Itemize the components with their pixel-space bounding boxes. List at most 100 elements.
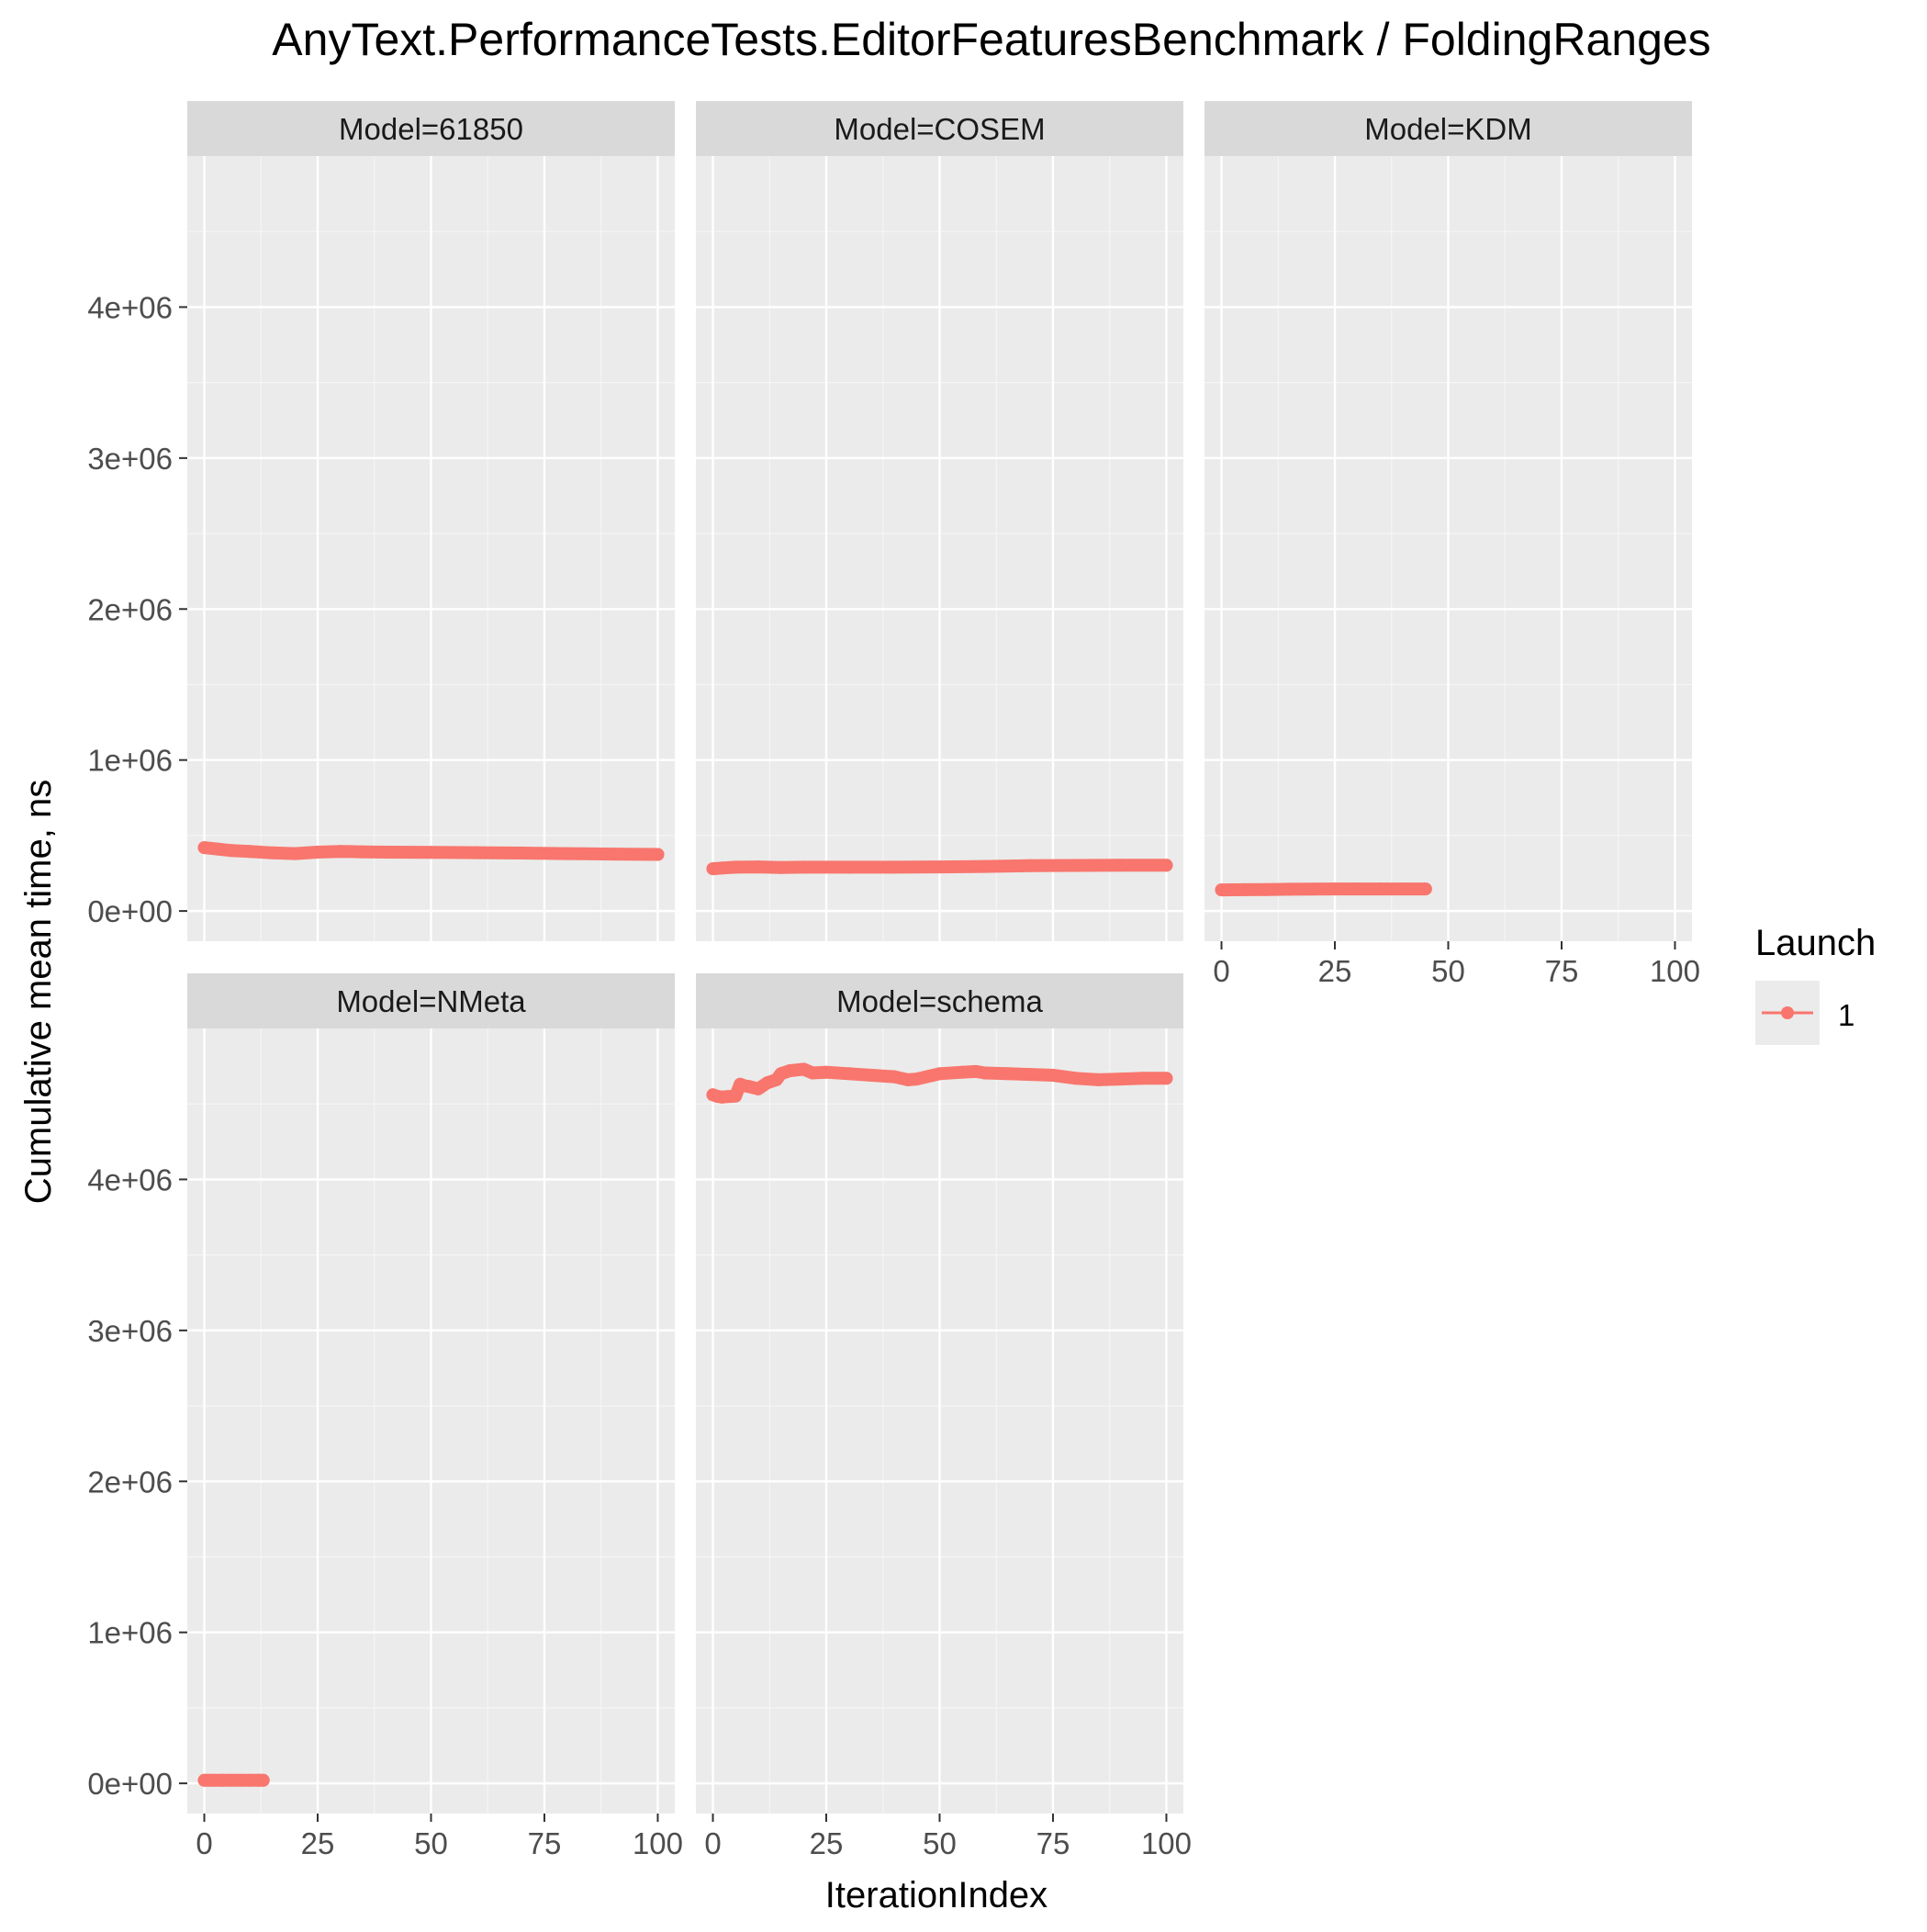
data-point xyxy=(560,847,574,860)
data-point xyxy=(806,1066,820,1080)
facet-strip-label: Model=schema xyxy=(836,984,1043,1018)
legend-title: Launch xyxy=(1755,923,1876,963)
x-tick-label: 75 xyxy=(528,1826,562,1860)
facet-panel: Model=COSEM xyxy=(696,101,1183,941)
data-point xyxy=(207,1773,220,1787)
facet-strip xyxy=(696,973,1183,1028)
data-point xyxy=(211,842,225,856)
data-point xyxy=(242,845,256,859)
data-point xyxy=(197,841,211,855)
data-point xyxy=(1001,1067,1014,1081)
data-point xyxy=(1047,1069,1059,1082)
data-point xyxy=(842,1067,856,1081)
data-point xyxy=(783,1064,797,1077)
data-point xyxy=(1215,883,1228,897)
facet-panel: Model=KDM 0 25 50 75 100 xyxy=(1204,101,1700,988)
data-point xyxy=(234,1773,247,1787)
legend: Launch 1 xyxy=(1755,923,1876,1045)
data-point xyxy=(1092,1073,1105,1086)
data-point xyxy=(774,860,788,874)
facet-panel: Model=61850 0e+00 1e+06 2e+06 3e+06 4e+06 xyxy=(87,101,675,941)
data-point xyxy=(1115,1073,1128,1086)
data-point xyxy=(356,845,370,859)
data-point xyxy=(256,1773,270,1787)
chart-title: AnyText.PerformanceTests.EditorFeaturesB… xyxy=(272,14,1710,65)
x-tick-label: 0 xyxy=(704,1826,721,1860)
data-point xyxy=(1024,859,1037,872)
data-point xyxy=(729,860,743,874)
data-point xyxy=(379,846,393,859)
data-point xyxy=(865,1069,879,1082)
facet-panel: Model=schema 0 25 50 75 100 xyxy=(696,973,1192,1860)
series-line xyxy=(1215,882,1432,897)
data-point xyxy=(888,1070,902,1084)
data-point xyxy=(715,861,729,875)
data-point xyxy=(225,844,239,858)
y-tick-label: 1e+06 xyxy=(87,744,173,778)
data-point xyxy=(729,1089,743,1103)
y-axis-label: Cumulative mean time, ns xyxy=(18,780,59,1204)
y-tick-label: 0e+00 xyxy=(87,894,173,928)
data-point xyxy=(1350,882,1364,896)
x-tick-label: 100 xyxy=(633,1826,683,1860)
data-point xyxy=(1283,882,1296,896)
data-point xyxy=(956,1065,969,1079)
legend-key-point xyxy=(1781,1006,1794,1019)
facet-strip xyxy=(696,101,1183,156)
data-point xyxy=(978,859,992,873)
data-point xyxy=(333,845,347,859)
data-point xyxy=(1396,882,1410,896)
facet-panel: Model=NMeta 0 25 50 75 100 0e+00 1e+06 2e+06 3e+0… xyxy=(87,973,683,1860)
data-point xyxy=(469,846,483,859)
data-point xyxy=(797,860,811,874)
x-tick-label: 25 xyxy=(301,1826,335,1860)
data-point xyxy=(1373,882,1387,896)
data-point xyxy=(888,860,902,874)
data-point xyxy=(933,860,947,874)
y-tick-label: 4e+06 xyxy=(87,290,173,324)
data-point xyxy=(197,1773,211,1787)
y-tick-label: 4e+06 xyxy=(87,1163,173,1196)
facet-strip-label: Model=61850 xyxy=(339,112,523,146)
data-point xyxy=(606,848,620,861)
x-tick-label: 50 xyxy=(414,1826,448,1860)
x-tick-label: 0 xyxy=(196,1826,212,1860)
data-point xyxy=(751,860,765,874)
data-point xyxy=(424,846,438,859)
data-point xyxy=(933,1067,947,1081)
data-point xyxy=(1328,882,1341,896)
data-point xyxy=(1115,859,1128,872)
data-point xyxy=(265,846,279,859)
data-point xyxy=(1160,1072,1173,1085)
x-tick-label: 50 xyxy=(1431,954,1465,988)
y-tick-label: 3e+06 xyxy=(87,1314,173,1348)
data-point xyxy=(1305,882,1319,896)
facet-strip xyxy=(187,973,675,1028)
x-axis-label: IterationIndex xyxy=(825,1875,1048,1915)
y-tick-label: 1e+06 xyxy=(87,1616,173,1650)
facet-strip xyxy=(187,101,675,156)
data-point xyxy=(1024,1068,1037,1082)
data-point xyxy=(1137,1072,1150,1085)
x-tick-label: 100 xyxy=(1141,1826,1192,1860)
data-point xyxy=(311,846,324,859)
x-tick-label: 100 xyxy=(1650,954,1700,988)
x-tick-label: 75 xyxy=(1036,1826,1070,1860)
x-tick-label: 75 xyxy=(1545,954,1579,988)
series-line xyxy=(197,841,665,861)
data-point xyxy=(242,1773,256,1787)
data-point xyxy=(1069,859,1082,872)
data-point xyxy=(820,1065,833,1079)
data-point xyxy=(842,860,856,874)
data-point xyxy=(910,1073,924,1086)
data-point xyxy=(1069,1072,1082,1085)
data-point xyxy=(225,1773,239,1787)
y-tick-label: 0e+00 xyxy=(87,1767,173,1801)
data-point xyxy=(515,847,529,859)
y-tick-label: 2e+06 xyxy=(87,1465,173,1499)
y-tick-label: 3e+06 xyxy=(87,442,173,476)
x-tick-label: 25 xyxy=(1318,954,1352,988)
data-point xyxy=(1418,882,1432,896)
